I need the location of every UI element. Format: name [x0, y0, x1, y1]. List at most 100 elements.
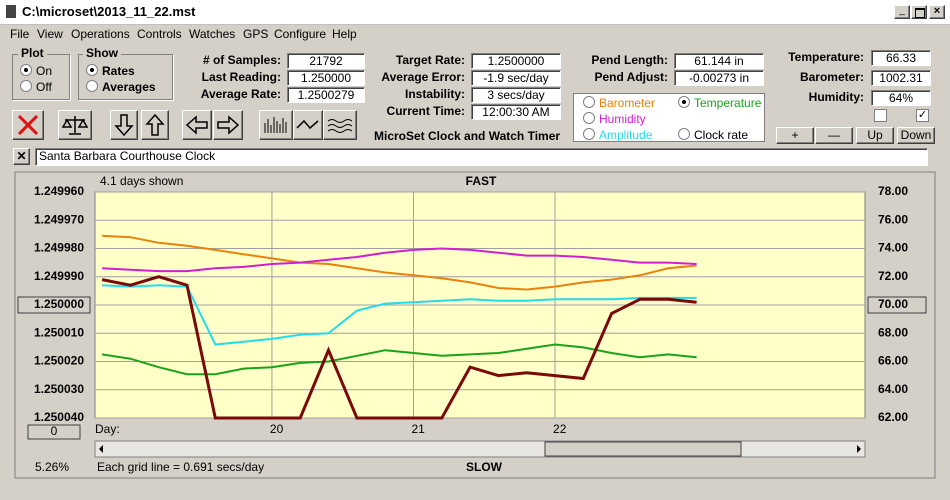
down-arrow[interactable] [110, 110, 138, 140]
reference-button[interactable] [17, 296, 91, 314]
series-radio[interactable]: Humidity [583, 112, 646, 126]
legend-label: Clock rate [694, 128, 749, 142]
grid-note: Each grid line = 0.691 secs/day [97, 460, 264, 474]
control-button[interactable]: — [815, 127, 853, 144]
series-radio[interactable]: Amplitude [583, 128, 652, 142]
x-tick-label: 21 [411, 422, 425, 436]
clear-button[interactable]: ✕ [13, 148, 30, 165]
series-radio[interactable]: Barometer [583, 96, 655, 110]
y-tick-label: 1.250000 [34, 297, 84, 311]
menu-item[interactable]: Help [332, 27, 357, 41]
field-label: Humidity: [808, 90, 864, 104]
field-label: Instability: [404, 87, 465, 101]
y-tick-label: 1.250020 [34, 354, 84, 368]
y-tick-label: 1.249970 [34, 212, 84, 226]
series-line [102, 284, 697, 346]
menu-item[interactable]: Watches [189, 27, 236, 41]
menu-item[interactable]: Controls [137, 27, 182, 41]
bars-view[interactable] [259, 110, 293, 140]
close[interactable]: × [929, 5, 945, 19]
y2-tick-label: 62.00 [878, 410, 908, 424]
field-value: -1.9 sec/day [471, 70, 561, 86]
menu-item[interactable]: Operations [71, 27, 130, 41]
control-button[interactable]: Down [897, 127, 935, 144]
menu-item[interactable]: File [10, 27, 30, 41]
radio[interactable] [583, 112, 595, 124]
clock-name[interactable]: Santa Barbara Courthouse Clock [35, 148, 928, 166]
series-line [101, 343, 697, 376]
radio-option[interactable]: Rates [86, 64, 135, 78]
app-icon [6, 5, 16, 18]
radio-option[interactable]: On [20, 64, 52, 78]
menu-item[interactable]: GPS [243, 27, 269, 41]
maximize[interactable] [911, 5, 927, 19]
reference-button[interactable] [867, 296, 927, 314]
field-label: Last Reading: [201, 70, 281, 84]
option-label: On [36, 64, 53, 78]
menu-item[interactable]: View [37, 27, 63, 41]
icon [217, 115, 240, 135]
field-label: Current Time: [386, 104, 465, 118]
checkbox[interactable]: ✓ [916, 109, 929, 122]
app-title: MicroSet Clock and Watch Timer [374, 129, 561, 143]
legend-label: Barometer [599, 96, 656, 110]
left-arrow[interactable] [182, 110, 212, 140]
field-label: Target Rate: [395, 53, 465, 67]
field-value: 1002.31 [871, 70, 931, 86]
title-bar: C:\microset\2013_11_22.mst _ × [0, 0, 950, 25]
y2-tick-label: 70.00 [878, 297, 908, 311]
radio[interactable] [583, 96, 595, 108]
y2-tick-label: 68.00 [878, 325, 908, 339]
control-button[interactable]: Up [856, 127, 894, 144]
icon [185, 115, 208, 135]
radio-option[interactable]: Off [20, 80, 52, 94]
legend-label: Temperature [694, 96, 762, 110]
group-label: Plot [18, 46, 47, 60]
offset-button[interactable] [27, 424, 81, 440]
field-value: 12:00:30 AM [471, 104, 561, 120]
scrollbar[interactable] [94, 440, 866, 458]
x-tick-label: 22 [553, 422, 567, 436]
balance-button[interactable] [58, 110, 92, 140]
line-view[interactable] [293, 110, 323, 140]
field-value: 1.250000 [287, 70, 365, 86]
icon [296, 119, 319, 130]
control-button[interactable]: + [776, 127, 814, 144]
option-label: Averages [102, 80, 156, 94]
field-value: 61.144 in [674, 53, 764, 69]
days-shown: 4.1 days shown [100, 174, 183, 188]
series-radio[interactable]: Temperature [678, 96, 761, 110]
icon [114, 114, 134, 137]
radio[interactable] [583, 128, 595, 140]
minimize[interactable]: _ [894, 5, 910, 19]
y2-tick-label: 76.00 [878, 212, 908, 226]
field-label: Pend Length: [591, 53, 668, 67]
icon [61, 116, 89, 135]
right-arrow[interactable] [213, 110, 243, 140]
percent: 5.26% [35, 460, 69, 474]
wave-view[interactable] [323, 110, 357, 140]
checkbox[interactable] [874, 109, 887, 122]
delete-button[interactable] [12, 110, 44, 140]
y-tick-label: 1.249980 [34, 241, 84, 255]
series-radio[interactable]: Clock rate [678, 128, 748, 142]
icon [264, 117, 287, 133]
y2-tick-label: 78.00 [878, 184, 908, 198]
radio-option[interactable]: Averages [86, 80, 156, 94]
menu-item[interactable]: Configure [274, 27, 327, 41]
menu-bar: File View Operations Controls Watches GPS Conf… [0, 25, 950, 43]
series-line [102, 234, 697, 291]
show-group [78, 54, 173, 100]
field-value: 3 secs/day [471, 87, 561, 103]
y-tick-label: 1.249960 [34, 184, 84, 198]
scroll-thumb[interactable] [544, 441, 742, 457]
offset-value: 0 [51, 424, 58, 438]
field-value: 21792 [287, 53, 365, 69]
y-tick-label: 1.250010 [34, 325, 84, 339]
up-arrow[interactable] [141, 110, 169, 140]
icon [17, 114, 39, 136]
radio[interactable] [678, 128, 690, 140]
radio[interactable] [678, 96, 690, 108]
